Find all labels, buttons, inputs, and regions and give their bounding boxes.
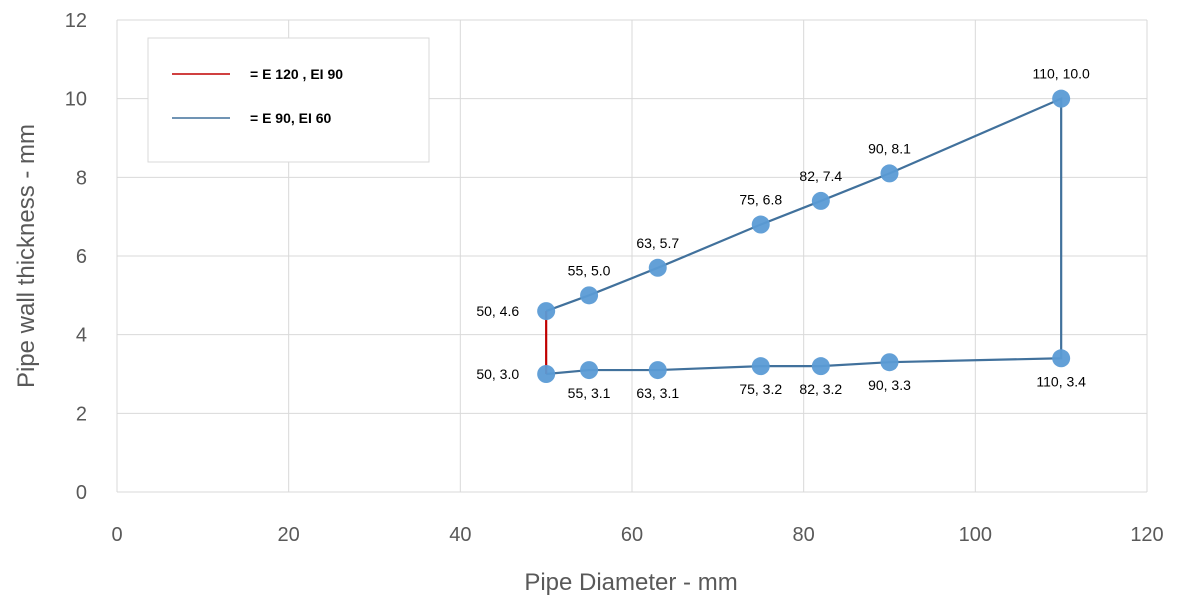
data-label: 75, 6.8 xyxy=(739,192,782,208)
data-point xyxy=(880,353,899,372)
data-point xyxy=(751,357,770,376)
legend-label-blue: = E 90, EI 60 xyxy=(250,110,332,126)
data-label: 82, 7.4 xyxy=(799,168,842,184)
x-tick-label: 0 xyxy=(111,524,122,546)
data-label: 90, 3.3 xyxy=(868,377,911,393)
series-line-0 xyxy=(545,96,1063,376)
legend-box xyxy=(147,37,430,163)
y-tick-label: 6 xyxy=(76,246,87,268)
data-label: 63, 5.7 xyxy=(636,235,679,251)
data-point xyxy=(537,365,556,383)
x-tick-label: 60 xyxy=(621,524,643,546)
y-tick-label: 4 xyxy=(76,325,87,347)
data-point xyxy=(537,302,556,321)
grid-lines xyxy=(116,19,1148,493)
data-label: 90, 8.1 xyxy=(868,140,911,156)
y-tick-label: 2 xyxy=(76,403,87,425)
x-axis-title: Pipe Diameter - mm xyxy=(524,569,737,596)
x-tick-label: 20 xyxy=(278,524,300,546)
data-point xyxy=(580,286,599,305)
legend: = E 120 , EI 90 = E 90, EI 60 xyxy=(147,37,430,163)
data-labels: 50, 3.0 55, 3.1 63, 3.1 75, 3.2 82, 3.2 90, 3… xyxy=(476,66,1090,401)
data-label: 110, 3.4 xyxy=(1036,373,1086,389)
data-label: 55, 5.0 xyxy=(568,262,611,278)
y-axis-title: Pipe wall thickness - mm xyxy=(13,124,40,388)
data-label: 75, 3.2 xyxy=(739,381,782,397)
axis-ticks: 0 20 40 60 80 100 120 0 2 4 6 8 10 12 xyxy=(65,10,1164,546)
y-tick-label: 12 xyxy=(65,10,87,32)
y-tick-label: 8 xyxy=(76,167,87,189)
data-point xyxy=(648,258,667,277)
data-point xyxy=(811,191,830,210)
data-point xyxy=(1052,349,1071,368)
x-tick-label: 120 xyxy=(1130,524,1163,546)
data-label: 63, 3.1 xyxy=(636,385,679,401)
data-label: 50, 3.0 xyxy=(476,366,519,382)
x-tick-label: 40 xyxy=(449,524,471,546)
data-label: 110, 10.0 xyxy=(1032,66,1090,82)
data-label: 50, 4.6 xyxy=(476,303,519,319)
y-tick-label: 10 xyxy=(65,89,87,111)
data-point xyxy=(648,361,667,380)
data-markers xyxy=(537,89,1071,383)
data-point xyxy=(580,361,599,380)
legend-label-red: = E 120 , EI 90 xyxy=(250,66,343,82)
x-tick-label: 100 xyxy=(959,524,992,546)
data-label: 55, 3.1 xyxy=(568,385,611,401)
data-point xyxy=(751,215,770,234)
y-tick-label: 0 xyxy=(76,482,87,504)
data-point xyxy=(880,164,899,183)
data-point xyxy=(811,357,830,376)
data-point xyxy=(1052,89,1071,108)
x-tick-label: 80 xyxy=(793,524,815,546)
data-label: 82, 3.2 xyxy=(799,381,842,397)
series-lines xyxy=(545,96,1063,376)
